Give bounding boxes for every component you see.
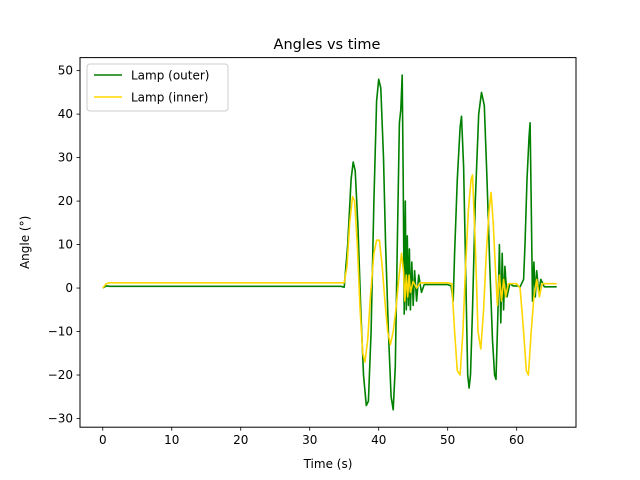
y-tick-label: 30 bbox=[58, 151, 73, 165]
y-tick-label: −10 bbox=[48, 325, 73, 339]
legend-label-1: Lamp (outer) bbox=[131, 69, 210, 83]
legend-label-2: Lamp (inner) bbox=[131, 91, 208, 105]
y-tick-label: 40 bbox=[58, 107, 73, 121]
x-tick-label: 0 bbox=[99, 433, 107, 447]
y-tick-label: −30 bbox=[48, 412, 73, 426]
y-tick-label: 10 bbox=[58, 238, 73, 252]
x-tick-label: 50 bbox=[440, 433, 455, 447]
x-tick-label: 30 bbox=[302, 433, 317, 447]
series-line-2 bbox=[102, 174, 557, 376]
x-tick-label: 60 bbox=[509, 433, 524, 447]
x-axis-label: Time (s) bbox=[303, 457, 353, 471]
plot-frame bbox=[79, 57, 577, 428]
legend-box bbox=[86, 63, 229, 112]
series-layer bbox=[102, 74, 557, 411]
y-tick-label: 50 bbox=[58, 64, 73, 78]
legend: Lamp (outer) Lamp (inner) bbox=[86, 63, 229, 112]
x-tick-label: 10 bbox=[164, 433, 179, 447]
y-tick-label: −20 bbox=[48, 368, 73, 382]
ticks-layer: 0 10 20 30 40 50 60 −30 −20 −10 0 10 20 30 40 50 bbox=[48, 64, 525, 448]
chart-title: Angles vs time bbox=[274, 37, 381, 53]
y-axis-label: Angle (°) bbox=[18, 216, 32, 269]
y-tick-label: 0 bbox=[65, 281, 73, 295]
y-tick-label: 20 bbox=[58, 194, 73, 208]
x-tick-label: 40 bbox=[371, 433, 386, 447]
x-tick-label: 20 bbox=[233, 433, 248, 447]
